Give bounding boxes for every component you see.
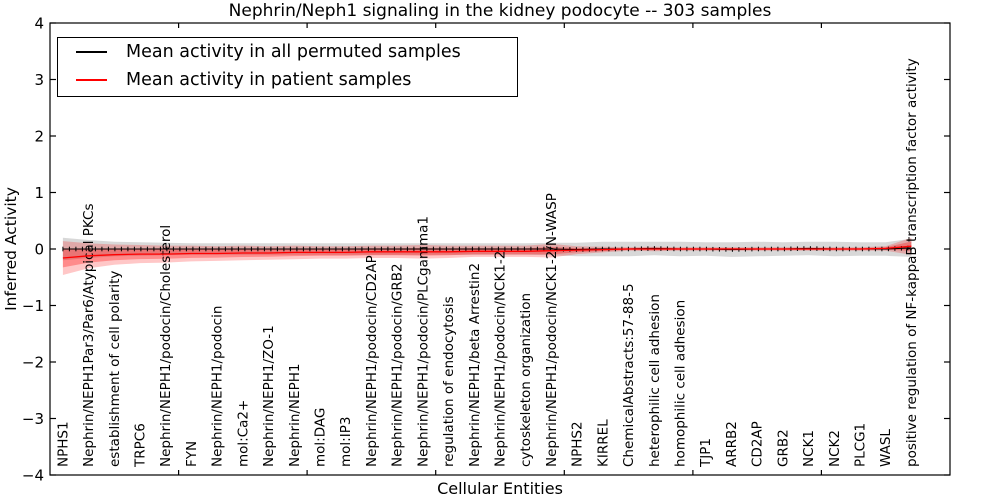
x-tick-label: Nephrin/NEPH1/podocin/Cholesterol xyxy=(158,225,174,467)
x-tick-label: TJP1 xyxy=(698,438,714,468)
x-axis-label: Cellular Entities xyxy=(437,479,563,498)
x-tick-label: regulation of endocytosis xyxy=(441,296,457,467)
x-tick-label: positive regulation of NF-kappaB transcr… xyxy=(904,58,920,467)
x-tick-label: cytoskeleton organization xyxy=(518,293,534,467)
x-tick-label: mol:DAG xyxy=(313,408,329,467)
x-tick-label: NCK1 xyxy=(801,430,817,467)
legend-line-sample xyxy=(76,79,107,81)
x-tick-label: Nephrin/NEPH1/podocin/GRB2 xyxy=(390,263,406,467)
x-tick-label: establishment of cell polarity xyxy=(107,271,123,467)
legend-item: Mean activity in all permuted samples xyxy=(58,38,517,66)
x-tick-label: Nephrin/NEPH1/ZO-1 xyxy=(261,325,277,467)
y-tick-label: −3 xyxy=(22,410,44,428)
x-tick-label: mol:IP3 xyxy=(338,417,354,467)
x-tick-label: PLCG1 xyxy=(853,423,869,467)
legend-label: Mean activity in patient samples xyxy=(126,70,412,90)
x-tick-label: NPHS1 xyxy=(55,421,71,467)
y-tick-label: −1 xyxy=(22,297,44,315)
patient-band-inner xyxy=(62,241,912,268)
patient-band-outer xyxy=(62,237,912,275)
y-tick-label: 1 xyxy=(34,184,44,202)
x-tick-label: TRPC6 xyxy=(133,423,149,468)
x-tick-label: NPHS2 xyxy=(570,421,586,467)
x-tick-label: Nephrin/NEPH1 xyxy=(287,364,303,467)
y-tick-label: 2 xyxy=(34,128,44,146)
x-tick-label: Nephrin/NEPH1Par3/Par6/Atypical PKCs xyxy=(81,204,97,468)
x-tick-label: Nephrin/NEPH1/podocin/PLCgamma1 xyxy=(415,216,431,467)
x-tick-label: Nephrin/NEPH1/podocin/CD2AP xyxy=(364,255,380,467)
y-tick-label: −2 xyxy=(22,354,44,372)
x-tick-label: homophilic cell adhesion xyxy=(673,300,689,467)
legend-item: Mean activity in patient samples xyxy=(58,66,517,94)
x-tick-label: KIRREL xyxy=(595,419,611,467)
y-tick-label: 4 xyxy=(34,15,44,33)
x-tick-label: FYN xyxy=(184,441,200,467)
x-tick-label: CD2AP xyxy=(750,421,766,467)
legend-label: Mean activity in all permuted samples xyxy=(126,42,461,62)
x-tick-label: mol:Ca2+ xyxy=(235,400,251,467)
y-tick-label: 0 xyxy=(34,241,44,259)
x-tick-label: ARRB2 xyxy=(724,421,740,467)
x-tick-label: ChemicalAbstracts:57-88-5 xyxy=(621,283,637,467)
x-tick-label: GRB2 xyxy=(775,429,791,467)
x-tick-label: Nephrin/NEPH1/beta Arrestin2 xyxy=(467,263,483,467)
x-tick-label: Nephrin/NEPH1/podocin/NCK1-2 xyxy=(493,251,509,467)
x-tick-label: Nephrin/NEPH1/podocin xyxy=(210,306,226,467)
legend: Mean activity in all permuted samples Mea… xyxy=(57,37,518,97)
x-tick-label: WASL xyxy=(878,429,894,467)
x-tick-label: NCK2 xyxy=(827,430,843,467)
y-tick-label: −4 xyxy=(22,467,44,485)
x-tick-label: Nephrin/NEPH1/podocin/NCK1-2/N-WASP xyxy=(544,193,560,467)
legend-line-sample xyxy=(76,51,107,53)
x-tick-label: heterophilic cell adhesion xyxy=(647,294,663,467)
patient-mean-line xyxy=(62,245,912,259)
y-tick-label: 3 xyxy=(34,71,44,89)
chart-title: Nephrin/Neph1 signaling in the kidney po… xyxy=(228,1,772,21)
